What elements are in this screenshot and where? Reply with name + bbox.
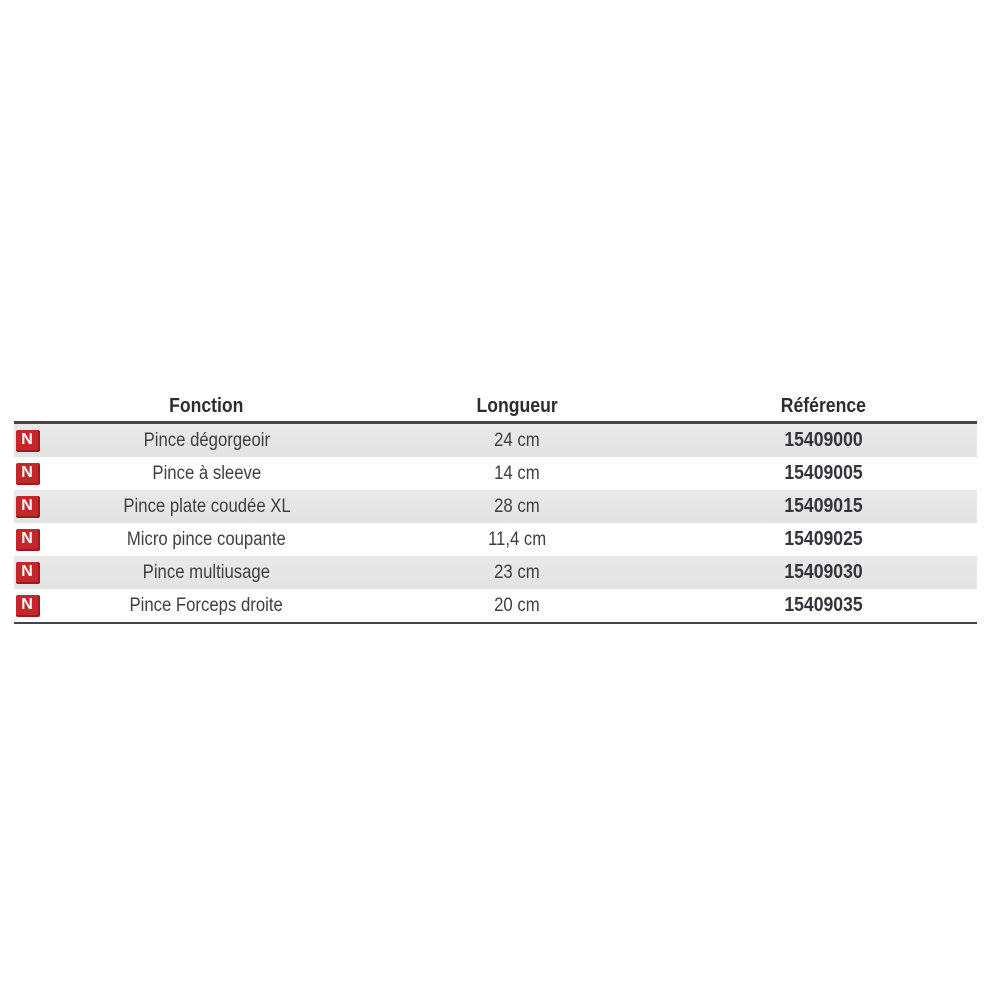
new-badge-label: N [21,562,33,580]
new-badge: N [16,594,40,617]
header-divider [14,421,977,424]
column-header-reference: Référence [635,395,977,418]
column-header-fonction: Fonction [14,395,399,418]
table-row: N Micro pince coupante 11,4 cm 15409025 [14,523,977,556]
table-header-row: Fonction Longueur Référence [14,392,977,421]
cell-fonction: Pince à sleeve [152,462,261,484]
cell-fonction: Pince multiusage [142,561,271,583]
table-row: N Pince Forceps droite 20 cm 15409035 [14,589,977,622]
new-badge-label: N [21,430,33,448]
new-badge-label: N [21,595,33,613]
cell-fonction: Pince Forceps droite [129,594,284,616]
cell-longueur: 14 cm [494,462,540,484]
cell-longueur: 20 cm [494,594,540,616]
new-badge-label: N [21,496,33,514]
cell-reference: 15409005 [783,462,863,484]
table-bottom-divider [14,622,977,624]
new-badge: N [16,528,40,551]
cell-longueur: 24 cm [494,429,540,451]
cell-reference: 15409015 [783,495,863,517]
table-row: N Pince à sleeve 14 cm 15409005 [14,457,977,490]
table-body: N Pince dégorgeoir 24 cm 15409000 N Pinc… [14,424,977,622]
column-header-reference-label: Référence [780,395,866,417]
new-badge: N [16,495,40,518]
cell-reference: 15409000 [783,429,863,451]
cell-fonction: Pince dégorgeoir [143,429,270,451]
table-row: N Pince plate coudée XL 28 cm 15409015 [14,490,977,523]
cell-reference: 15409030 [783,561,863,583]
product-table: Fonction Longueur Référence N Pince dégo… [14,392,977,624]
new-badge: N [16,429,40,452]
cell-fonction: Pince plate coudée XL [122,495,291,517]
new-badge: N [16,462,40,485]
column-header-fonction-label: Fonction [169,395,244,417]
cell-reference: 15409025 [783,528,863,550]
table-row: N Pince multiusage 23 cm 15409030 [14,556,977,589]
cell-longueur: 11,4 cm [488,528,547,550]
new-badge-label: N [21,463,33,481]
new-badge: N [16,561,40,584]
cell-longueur: 28 cm [494,495,540,517]
column-header-longueur-label: Longueur [476,395,558,417]
cell-reference: 15409035 [783,594,863,616]
cell-longueur: 23 cm [494,561,540,583]
column-header-longueur: Longueur [399,395,635,418]
cell-fonction: Micro pince coupante [127,528,287,550]
table-row: N Pince dégorgeoir 24 cm 15409000 [14,424,977,457]
new-badge-label: N [21,529,33,547]
